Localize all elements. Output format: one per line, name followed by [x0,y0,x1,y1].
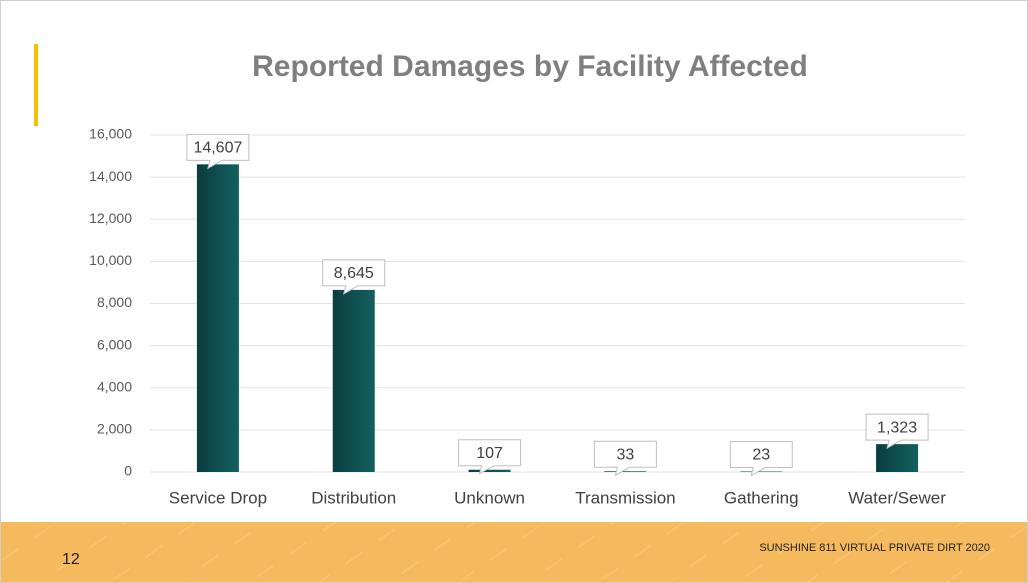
y-tick-label: 16,000 [89,126,132,142]
data-label-callout [593,440,657,477]
footer-text: SUNSHINE 811 VIRTUAL PRIVATE DIRT 2020 [759,542,990,554]
plot: 0 2,000 4,000 6,000 8,000 10,000 12,000 14,000 1… [89,126,965,507]
x-tick-label: Unknown [454,488,525,507]
x-tick-label: Gathering [724,488,799,507]
x-tick-label: Distribution [311,488,396,507]
page-number: 12 [62,551,80,568]
y-tick-label: 8,000 [97,294,132,310]
data-label: 107 [476,445,503,462]
y-tick-label: 2,000 [97,421,132,437]
y-tick-label: 12,000 [89,210,132,226]
y-tick-label: 0 [124,463,132,479]
data-label: 8,645 [334,265,374,282]
data-label-callout [322,259,386,295]
data-label: 14,607 [193,140,242,157]
data-label-callout [729,441,793,477]
data-label-callout [186,133,250,170]
bar [332,289,375,472]
bar [740,471,783,473]
y-tick-label: 4,000 [97,378,132,394]
bar [604,471,647,472]
accent-bar [34,44,38,126]
data-label: 23 [752,447,770,464]
data-label-callout [458,439,522,475]
bar [196,164,239,472]
data-label: 33 [617,447,635,464]
x-tick-label: Service Drop [169,488,267,507]
data-label: 1,323 [877,419,917,436]
x-tick-label: Water/Sewer [848,488,946,507]
y-tick-label: 6,000 [97,336,132,352]
data-label-callout [865,413,929,450]
y-tick-label: 14,000 [89,168,132,184]
bar [468,469,511,472]
bar [876,444,919,472]
x-tick-label: Transmission [575,488,675,507]
chart-title: Reported Damages by Facility Affected [252,50,808,83]
footer-pattern [1,522,1027,582]
y-tick-label: 10,000 [89,252,132,268]
